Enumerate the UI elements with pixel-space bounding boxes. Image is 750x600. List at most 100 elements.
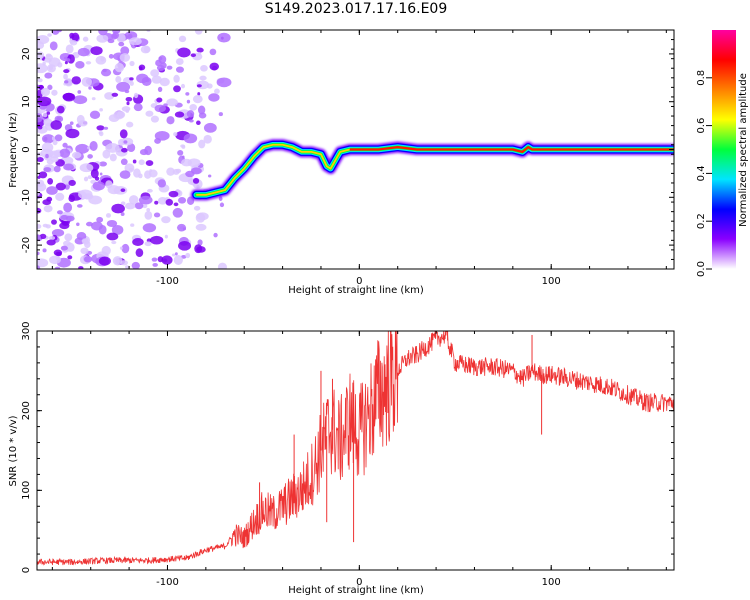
noise-blob xyxy=(196,212,209,221)
noise-blob xyxy=(105,180,113,189)
noise-blob xyxy=(111,224,124,235)
noise-blob xyxy=(76,222,80,227)
noise-blob xyxy=(71,76,81,85)
noise-blob xyxy=(153,212,161,218)
noise-blob xyxy=(166,65,173,70)
colorbar-tick-label: 0.6 xyxy=(696,118,707,134)
noise-blob xyxy=(218,196,223,201)
snr-xlabel: Height of straight line (km) xyxy=(288,585,424,596)
ridge-cyan xyxy=(193,141,674,198)
noise-blob xyxy=(214,88,220,94)
noise-blob xyxy=(159,77,170,87)
y-tick-label: 10 xyxy=(21,95,32,108)
noise-blob xyxy=(44,57,52,63)
noise-blob xyxy=(126,101,130,106)
x-tick-label: 100 xyxy=(542,276,561,287)
ridge-core-yellow xyxy=(196,143,350,196)
noise-blob xyxy=(99,131,104,137)
noise-blob xyxy=(88,195,103,205)
noise-blob xyxy=(152,262,158,267)
noise-blob xyxy=(105,213,112,218)
y-tick-label: -10 xyxy=(21,189,32,205)
noise-blob xyxy=(106,220,118,228)
noise-blob xyxy=(37,156,44,163)
x-tick-label: 100 xyxy=(542,577,561,588)
noise-blob xyxy=(132,159,137,164)
noise-blob xyxy=(37,207,42,214)
noise-blob xyxy=(55,192,65,202)
noise-blob xyxy=(146,207,151,212)
y-tick-label: 100 xyxy=(21,481,32,500)
noise-blob xyxy=(116,33,126,43)
noise-blob xyxy=(157,86,163,93)
noise-blob xyxy=(75,60,85,69)
noise-blob xyxy=(194,244,203,254)
noise-blob xyxy=(57,62,63,68)
noise-blob xyxy=(62,142,68,148)
noise-blob xyxy=(37,63,48,74)
noise-blob xyxy=(51,136,56,141)
noise-blob xyxy=(85,221,93,227)
noise-blob xyxy=(216,77,232,88)
noise-blob xyxy=(82,36,89,42)
noise-blob xyxy=(186,99,191,104)
spectrogram-x-axis: -100 0 100 xyxy=(51,30,667,287)
colorbar-ticks: 0.0 0.2 0.4 0.6 0.8 xyxy=(696,70,712,277)
noise-blob xyxy=(51,30,60,35)
noise-blob xyxy=(192,95,203,104)
noise-blob xyxy=(51,219,57,225)
noise-blob xyxy=(37,113,43,123)
snr-y-axis: 0 100 200 300 xyxy=(21,321,674,573)
noise-blob xyxy=(197,92,201,96)
noise-blob xyxy=(42,112,48,118)
noise-blob xyxy=(64,233,73,242)
noise-blob xyxy=(104,92,115,100)
noise-blob xyxy=(133,103,143,112)
noise-blob xyxy=(38,171,48,179)
noise-blob xyxy=(46,186,58,195)
noise-blob xyxy=(155,59,162,67)
noise-blob xyxy=(124,202,136,210)
noise-blob xyxy=(144,211,153,220)
noise-blob xyxy=(118,41,125,47)
colorbar-bar xyxy=(712,30,736,269)
noise-blob xyxy=(133,92,139,99)
noise-blob xyxy=(136,73,149,84)
noise-blob xyxy=(50,120,63,130)
noise-blob xyxy=(89,110,101,119)
noise-blob xyxy=(65,58,71,62)
noise-blob xyxy=(164,234,168,239)
noise-blob xyxy=(138,195,153,205)
noise-blob xyxy=(111,92,119,97)
y-tick-label: 200 xyxy=(21,401,32,420)
noise-blob xyxy=(131,261,140,269)
noise-blob xyxy=(145,110,154,117)
noise-blob xyxy=(150,115,159,123)
noise-blob xyxy=(37,51,45,60)
noise-blob xyxy=(42,248,47,253)
noise-blob xyxy=(144,241,152,247)
noise-blob xyxy=(90,168,99,179)
noise-blob xyxy=(48,150,61,159)
noise-blob xyxy=(172,207,183,218)
noise-blob xyxy=(132,238,144,246)
noise-blob xyxy=(91,97,96,101)
noise-blob xyxy=(37,96,52,107)
noise-blob xyxy=(88,86,92,90)
noise-blob xyxy=(64,80,69,84)
noise-blob xyxy=(56,105,65,114)
noise-blob xyxy=(105,143,120,153)
noise-blob xyxy=(166,167,175,176)
noise-blob xyxy=(219,202,225,208)
noise-blob xyxy=(175,58,184,66)
noise-blob xyxy=(47,33,52,37)
noise-blob xyxy=(64,61,68,65)
noise-blob xyxy=(102,68,107,73)
colorbar: 0.0 0.2 0.4 0.6 0.8 Normalized spectral ampl… xyxy=(696,30,749,277)
noise-blob xyxy=(173,255,183,265)
noise-blob xyxy=(197,52,202,56)
noise-blob xyxy=(203,122,217,133)
noise-blob xyxy=(45,153,49,159)
noise-blob xyxy=(59,148,71,158)
noise-blob xyxy=(80,247,89,255)
